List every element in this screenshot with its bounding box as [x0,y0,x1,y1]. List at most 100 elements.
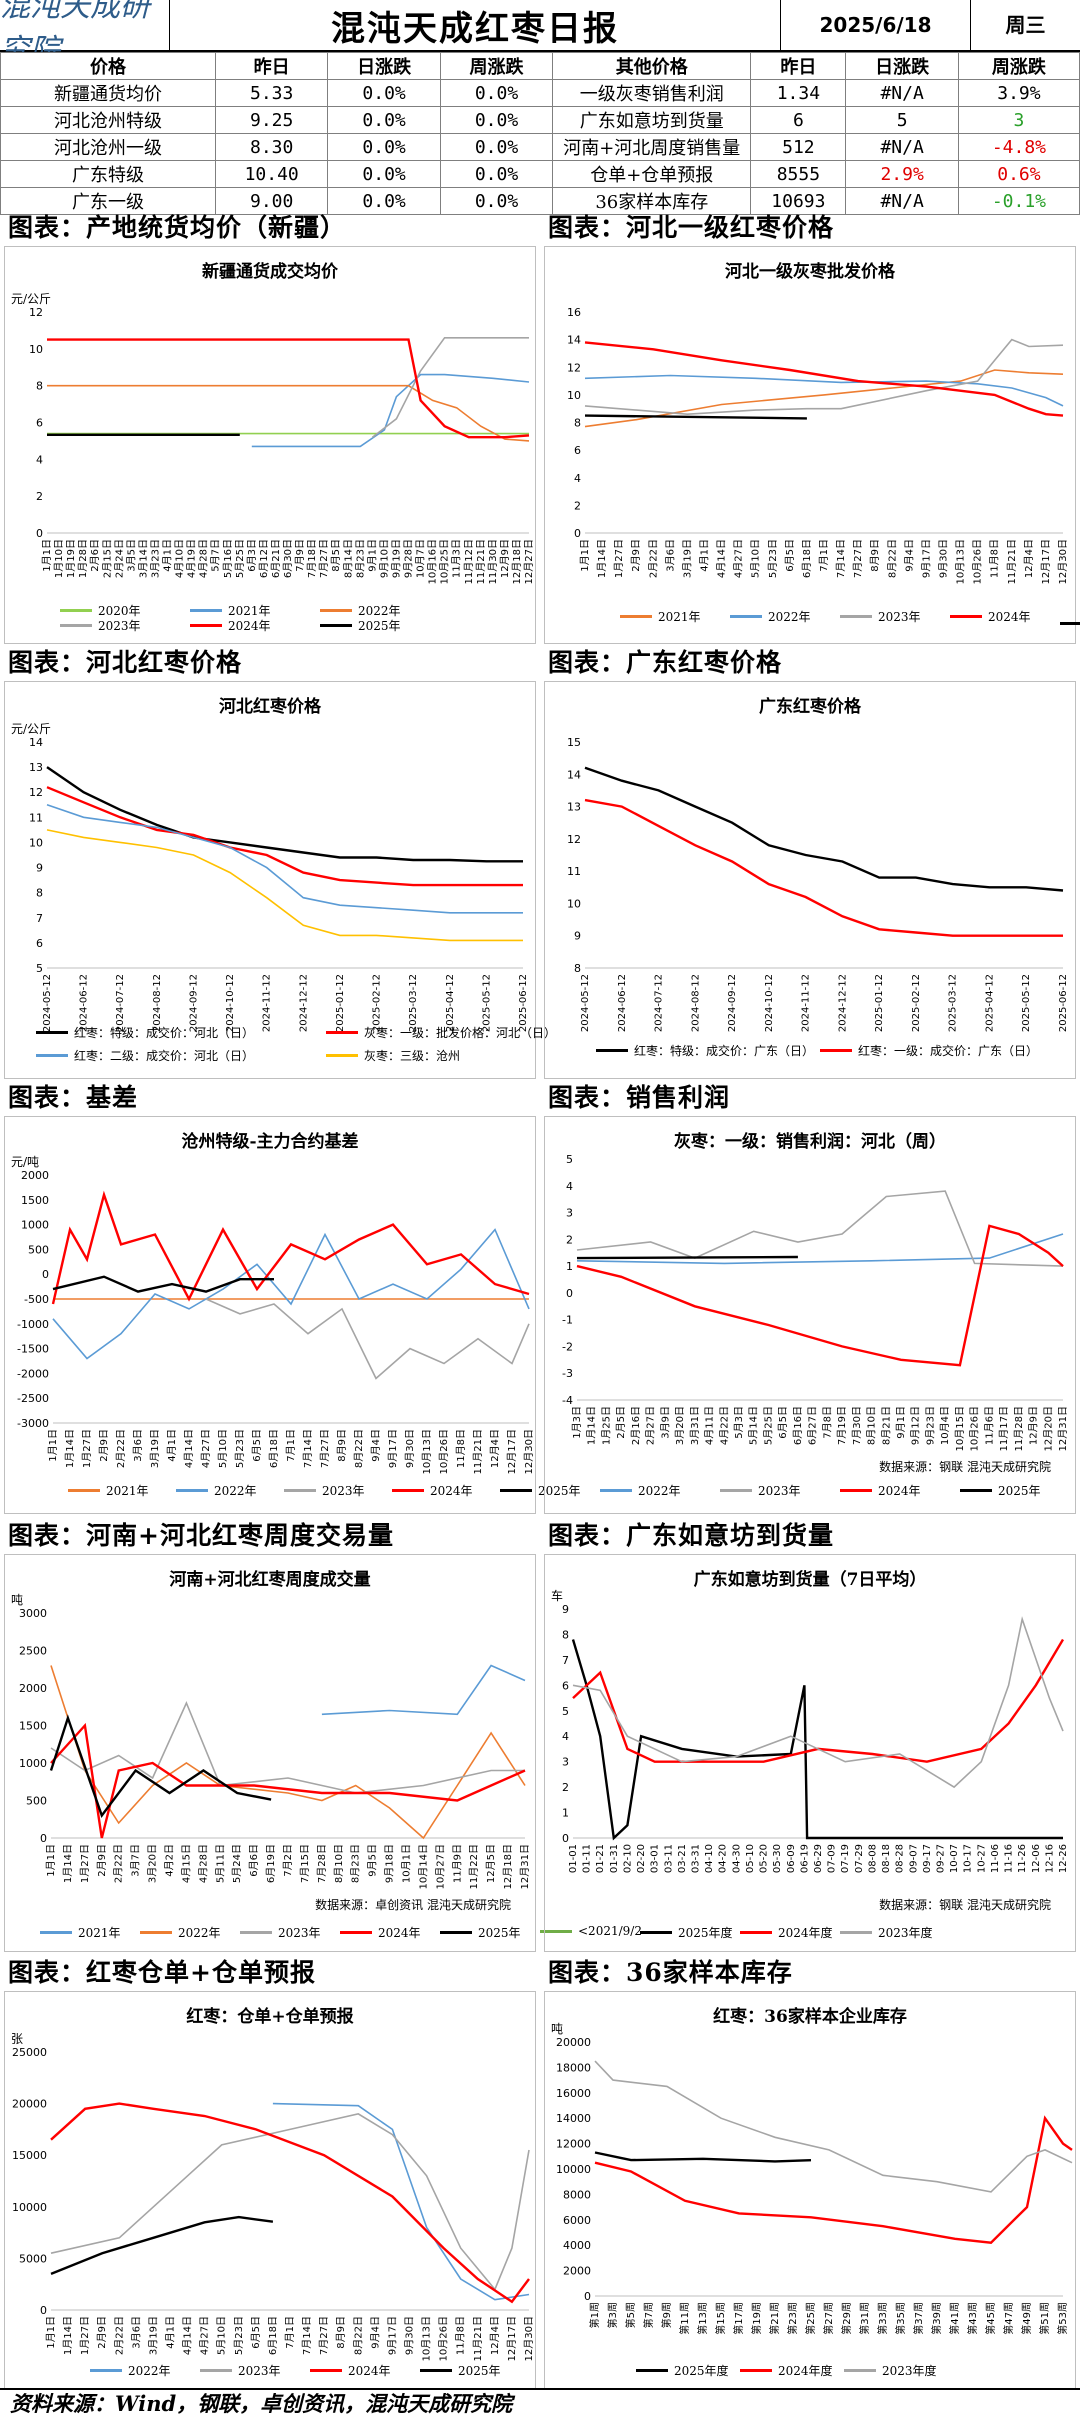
x-tick-label: 11月21日 [472,1429,484,1474]
y-tick-label: 4 [562,1730,569,1743]
legend-swatch [392,1489,424,1492]
x-tick-label: 10月26日 [438,2316,450,2361]
legend-swatch [620,615,652,618]
x-tick-label: 4月14日 [182,2316,194,2355]
x-tick-label: 9月19日 [390,539,402,578]
x-tick-label: 11月12日 [463,539,475,584]
x-tick-label: 5月10日 [750,539,762,578]
y-tick-label: 0 [42,1268,49,1281]
y-tick-label: 3 [566,1207,573,1220]
x-tick-label: 7月14日 [301,2316,313,2355]
table-header-cell: 日涨跌 [845,52,959,80]
legend-label: 2024年度 [778,1926,833,1940]
legend-item: 2025年 [1060,608,1080,639]
legend-item: 2022年 [140,1924,221,1941]
x-tick-label: 2024-07-12 [115,974,126,1032]
x-tick-label: 第21周 [768,2302,781,2335]
x-tick-label: 1月27日 [81,1429,93,1468]
x-tick-label: 11月3日 [451,539,463,578]
report-header: 混沌天成研究院 混沌天成红枣日报 2025/6/18 周三 [0,0,1080,68]
table-cell: -4.8% [957,133,1080,161]
series-line [46,804,523,914]
x-tick-label: 4月1日 [162,539,174,572]
legend-item: 2025年度 [636,2362,729,2379]
series-line [584,374,1064,407]
section-title-inventory: 图表：36家样本库存 [548,1958,793,1987]
y-tick-label: 12 [567,361,581,374]
legend-item: 2021年 [190,602,271,619]
x-tick-label: 8月10日 [866,1406,878,1445]
legend-item: 2025年 [440,1924,521,1941]
legend-label: 2023年 [878,610,921,624]
x-tick-label: 第41周 [948,2302,961,2335]
x-tick-label: 10月26日 [972,539,984,584]
table-cell: 0.0% [439,187,554,215]
section-title-hebei-price: 图表：河北红枣价格 [8,648,243,677]
legend-item: 2020年 [60,602,141,619]
x-tick-label: 3月9日 [659,1406,671,1439]
x-tick-label: 10月13日 [421,2316,433,2361]
legend-swatch [190,624,222,627]
x-tick-label: 5月24日 [231,1844,243,1883]
x-tick-label: 第13周 [696,2302,709,2335]
x-tick-label: 2024-09-12 [188,974,199,1032]
legend-swatch [36,1031,68,1034]
x-tick-label: 4月22日 [718,1406,730,1445]
legend-swatch [190,609,222,612]
y-tick-label: 8 [574,962,581,975]
x-tick-label: 2025-06-12 [518,974,529,1032]
y-tick-label: 8 [562,1628,569,1641]
x-tick-label: 2025-02-12 [911,974,922,1032]
legend-swatch [840,1489,872,1492]
table-row: 广东一级 9.00 0.0% 0.0% 36家样本库存 10693 #N/A -0.1% [0,187,1080,215]
y-tick-label: 2000 [21,1169,49,1182]
table-header-cell: 日涨跌 [327,52,441,80]
legend-swatch [326,1054,358,1057]
series-line [594,2115,1073,2244]
x-tick-label: 8月9日 [869,539,881,572]
y-tick-label: 10 [567,897,581,910]
table-cell: 0.0% [439,160,554,188]
x-tick-label: 10月14日 [417,1844,429,1889]
legend-swatch [68,1489,100,1492]
x-tick-label: 12月4日 [1023,539,1035,578]
chart-panel-c8: 广东如意坊到货量（7日平均） 车 0 1 2 3 4 5 6 7 8 9 01-01 01-11 01-21… [544,1554,1076,1952]
report-title: 混沌天成红枣日报 [331,8,619,49]
legend-swatch [326,1031,358,1034]
legend-label: 2023年 [238,2364,281,2378]
x-tick-label: 第17周 [732,2302,745,2335]
x-tick-label: 4月1日 [165,2316,177,2349]
x-tick-label: 11月8日 [455,2316,467,2355]
x-tick-label: 06-09 [786,1844,797,1873]
legend-item: 2023年 [200,2362,281,2379]
chart-svg: 0 2000 4000 6000 8000 10000 12000 14000 16000 180… [556,2036,1073,2335]
table-cell: 6 [750,106,847,134]
table-header-cell: 价格 [0,52,216,80]
legend-item: 红枣：一级：成交价：广东（日） [820,1042,1038,1059]
section-title-ruyifang-arrivals: 图表：广东如意坊到货量 [548,1521,835,1550]
x-tick-label: 2024-08-12 [152,974,163,1032]
x-tick-label: 2月27日 [645,1406,657,1445]
x-tick-label: 7月14日 [835,539,847,578]
legend-label: 2024年 [878,1484,921,1498]
y-tick-label: 4 [566,1180,573,1193]
x-tick-label: 第47周 [1002,2302,1015,2335]
x-tick-label: 9月28日 [403,539,415,578]
y-tick-label: 4 [36,453,43,466]
legend-swatch [310,2369,342,2372]
x-tick-label: 2月9日 [98,1429,110,1462]
x-tick-label: 10月13日 [955,539,967,584]
x-tick-label: 4月19日 [186,539,198,578]
x-tick-label: 11月8日 [455,1429,467,1468]
table-cell: 1.34 [750,79,847,107]
series-line [50,2113,530,2291]
section-title-guangdong-price: 图表：广东红枣价格 [548,648,783,677]
table-cell: 仓单+仓单预报 [552,160,752,188]
x-tick-label: 12月30日 [523,1429,535,1474]
series-line [50,2215,274,2276]
legend-swatch [844,2369,876,2372]
x-tick-label: 第45周 [984,2302,997,2335]
chart-panel-c9: 红枣：仓单+仓单预报张 0 5000 10000 15000 20000 25000 1月1日… [4,1991,536,2389]
y-tick-label: 12 [29,786,43,799]
x-tick-label: 第43周 [966,2302,979,2335]
